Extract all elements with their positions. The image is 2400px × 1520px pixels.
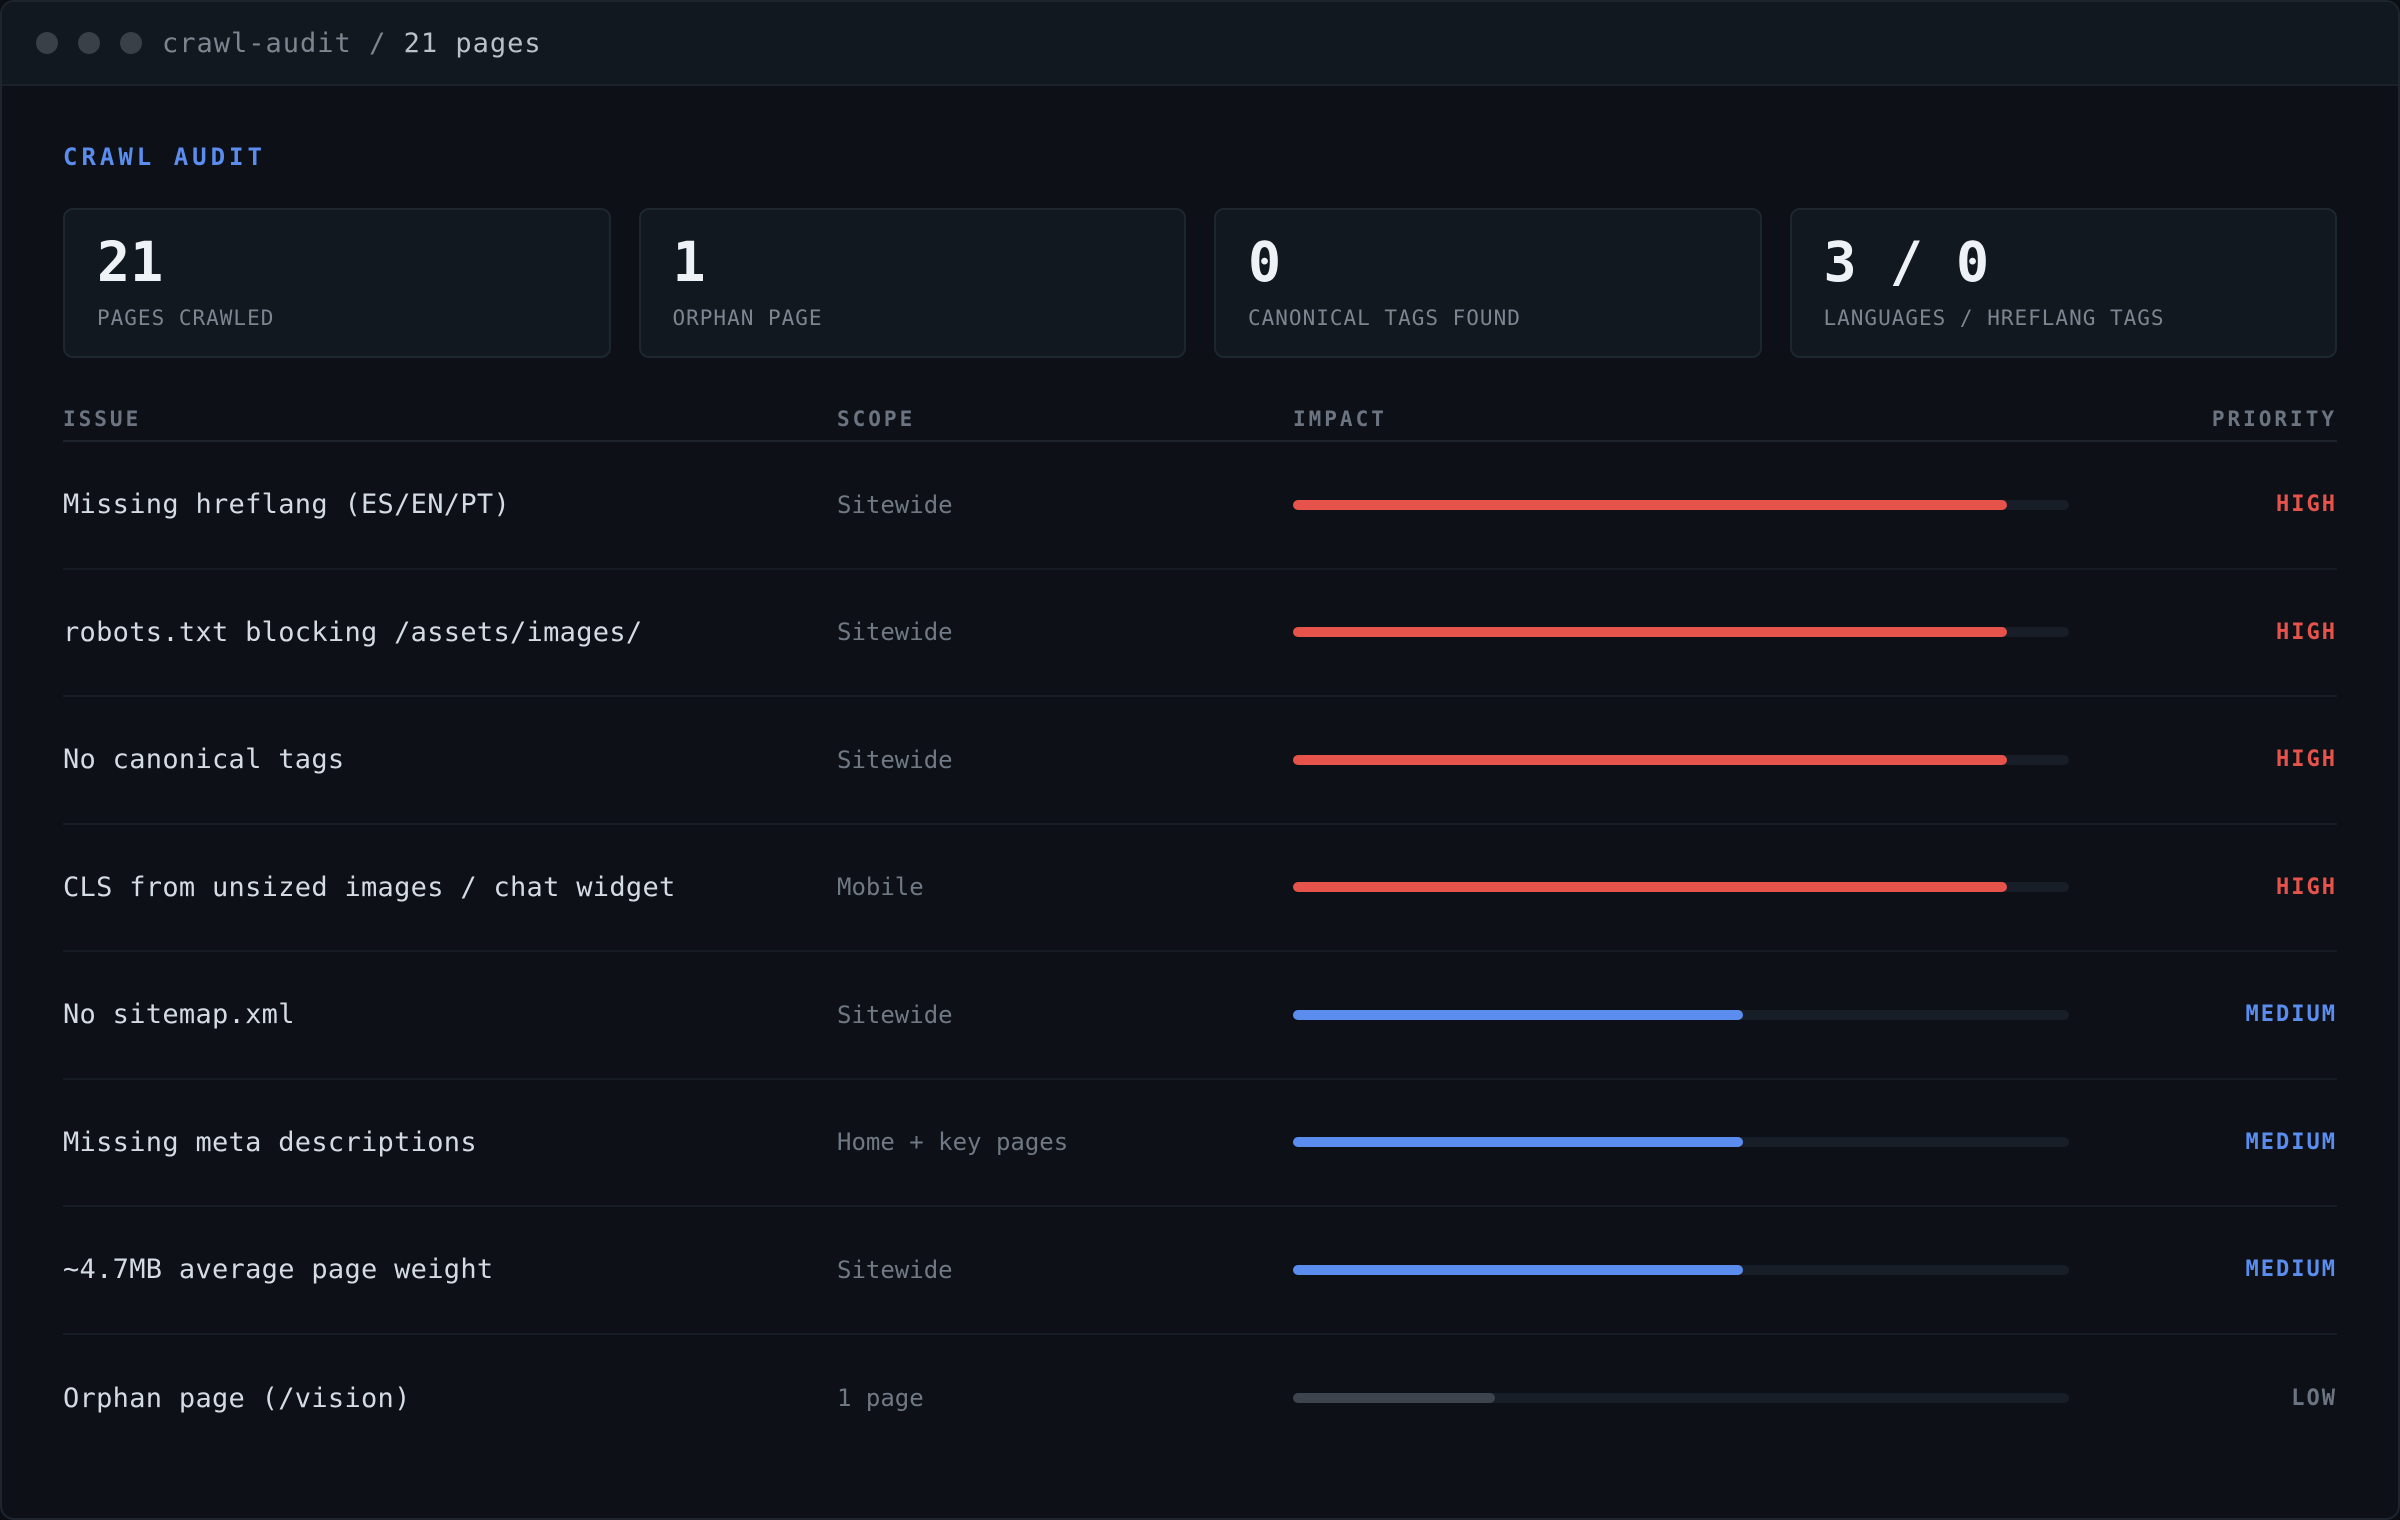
priority-badge: MEDIUM: [2245, 1257, 2337, 1283]
impact-bar-track: [1293, 627, 2069, 638]
header-scope: SCOPE: [837, 407, 916, 431]
table-row[interactable]: Missing meta descriptions Home + key page…: [63, 1080, 2337, 1207]
scope-cell: Home + key pages: [837, 1128, 1069, 1157]
issue-cell: Missing hreflang (ES/EN/PT): [63, 489, 510, 521]
stat-card-pages-crawled: 21 PAGES CRAWLED: [63, 208, 611, 358]
priority-badge: MEDIUM: [2245, 1129, 2337, 1155]
scope-cell: Sitewide: [837, 1255, 953, 1284]
impact-bar-track: [1293, 754, 2069, 765]
impact-cell: [1293, 754, 2069, 765]
impact-bar-track: [1293, 499, 2069, 510]
maximize-window-dot[interactable]: [120, 32, 142, 54]
minimize-window-dot[interactable]: [78, 32, 100, 54]
impact-bar-track: [1293, 1137, 2069, 1148]
stat-label: PAGES CRAWLED: [97, 306, 275, 330]
impact-bar-fill: [1293, 1009, 1744, 1020]
close-window-dot[interactable]: [36, 32, 58, 54]
issue-cell: CLS from unsized images / chat widget: [63, 871, 676, 903]
impact-bar-track: [1293, 882, 2069, 893]
impact-cell: [1293, 882, 2069, 893]
impact-bar-track: [1293, 1264, 2069, 1275]
impact-bar-fill: [1293, 1393, 1495, 1404]
main-content: CRAWL AUDIT 21 PAGES CRAWLED 1 ORPHAN PA…: [2, 86, 2398, 1462]
header-impact: IMPACT: [1293, 407, 1387, 431]
impact-cell: [1293, 499, 2069, 510]
stat-card-orphan-page: 1 ORPHAN PAGE: [638, 208, 1186, 358]
impact-bar-fill: [1293, 627, 2007, 638]
priority-badge: MEDIUM: [2245, 1002, 2337, 1028]
issue-cell: robots.txt blocking /assets/images/: [63, 616, 643, 648]
impact-cell: [1293, 1137, 2069, 1148]
impact-bar-fill: [1293, 499, 2007, 510]
stat-label: CANONICAL TAGS FOUND: [1248, 306, 1521, 330]
issue-cell: Missing meta descriptions: [63, 1126, 477, 1158]
impact-bar-fill: [1293, 754, 2007, 765]
stat-value: 3 / 0: [1823, 230, 1990, 294]
table-header: ISSUE SCOPE IMPACT PRIORITY: [63, 398, 2337, 442]
issues-table: ISSUE SCOPE IMPACT PRIORITY Missing href…: [63, 398, 2337, 1462]
header-issue: ISSUE: [63, 407, 142, 431]
impact-cell: [1293, 1009, 2069, 1020]
impact-bar-track: [1293, 1009, 2069, 1020]
scope-cell: Sitewide: [837, 490, 953, 519]
impact-cell: [1293, 1393, 2069, 1404]
table-row[interactable]: robots.txt blocking /assets/images/Sitew…: [63, 570, 2337, 697]
section-title: CRAWL AUDIT: [63, 143, 266, 171]
table-row[interactable]: No canonical tags Sitewide HIGH: [63, 697, 2337, 825]
title-bar: crawl-audit / 21 pages: [2, 2, 2398, 86]
window-path: crawl-audit /: [162, 27, 387, 59]
issue-cell: No sitemap.xml: [63, 999, 295, 1031]
header-priority: PRIORITY: [2211, 407, 2337, 431]
stats-row: 21 PAGES CRAWLED 1 ORPHAN PAGE 0 CANONIC…: [63, 208, 2337, 358]
priority-badge: HIGH: [2276, 874, 2337, 900]
impact-bar-fill: [1293, 1137, 1744, 1148]
scope-cell: Sitewide: [837, 618, 953, 647]
priority-badge: HIGH: [2276, 747, 2337, 773]
stat-value: 0: [1248, 230, 1282, 294]
table-row[interactable]: No sitemap.xml Sitewide MEDIUM: [63, 952, 2337, 1080]
issue-cell: Orphan page (/vision): [63, 1382, 411, 1414]
scope-cell: Mobile: [837, 873, 924, 902]
table-row[interactable]: CLS from unsized images / chat widget Mob…: [63, 825, 2337, 952]
impact-bar-fill: [1293, 882, 2007, 893]
window-page-count: 21 pages: [403, 27, 542, 59]
impact-cell: [1293, 1264, 2069, 1275]
issue-cell: No canonical tags: [63, 744, 345, 776]
impact-cell: [1293, 627, 2069, 638]
table-row[interactable]: Orphan page (/vision) 1 page LOW: [63, 1335, 2337, 1463]
priority-badge: HIGH: [2276, 619, 2337, 645]
table-row[interactable]: ~4.7MB average page weight Sitewide MEDIUM: [63, 1207, 2337, 1335]
stat-card-canonical-tags: 0 CANONICAL TAGS FOUND: [1214, 208, 1762, 358]
stat-label: ORPHAN PAGE: [672, 306, 823, 330]
scope-cell: 1 page: [837, 1384, 924, 1413]
scope-cell: Sitewide: [837, 1000, 953, 1029]
issue-cell: ~4.7MB average page weight: [63, 1254, 494, 1286]
stat-card-languages-hreflang: 3 / 0 LANGUAGES / HREFLANG TAGS: [1789, 208, 2337, 358]
stat-label: LANGUAGES / HREFLANG TAGS: [1823, 306, 2165, 330]
stat-value: 1: [672, 230, 706, 294]
table-body: Missing hreflang (ES/EN/PT) Sitewide HIGH r…: [63, 442, 2337, 1462]
priority-badge: HIGH: [2276, 492, 2337, 518]
stat-value: 21: [97, 230, 164, 294]
table-row[interactable]: Missing hreflang (ES/EN/PT) Sitewide HIGH: [63, 442, 2337, 570]
impact-bar-fill: [1293, 1264, 1744, 1275]
impact-bar-track: [1293, 1393, 2069, 1404]
scope-cell: Sitewide: [837, 745, 953, 774]
priority-badge: LOW: [2291, 1385, 2337, 1411]
window-title: crawl-audit / 21 pages: [162, 28, 542, 59]
